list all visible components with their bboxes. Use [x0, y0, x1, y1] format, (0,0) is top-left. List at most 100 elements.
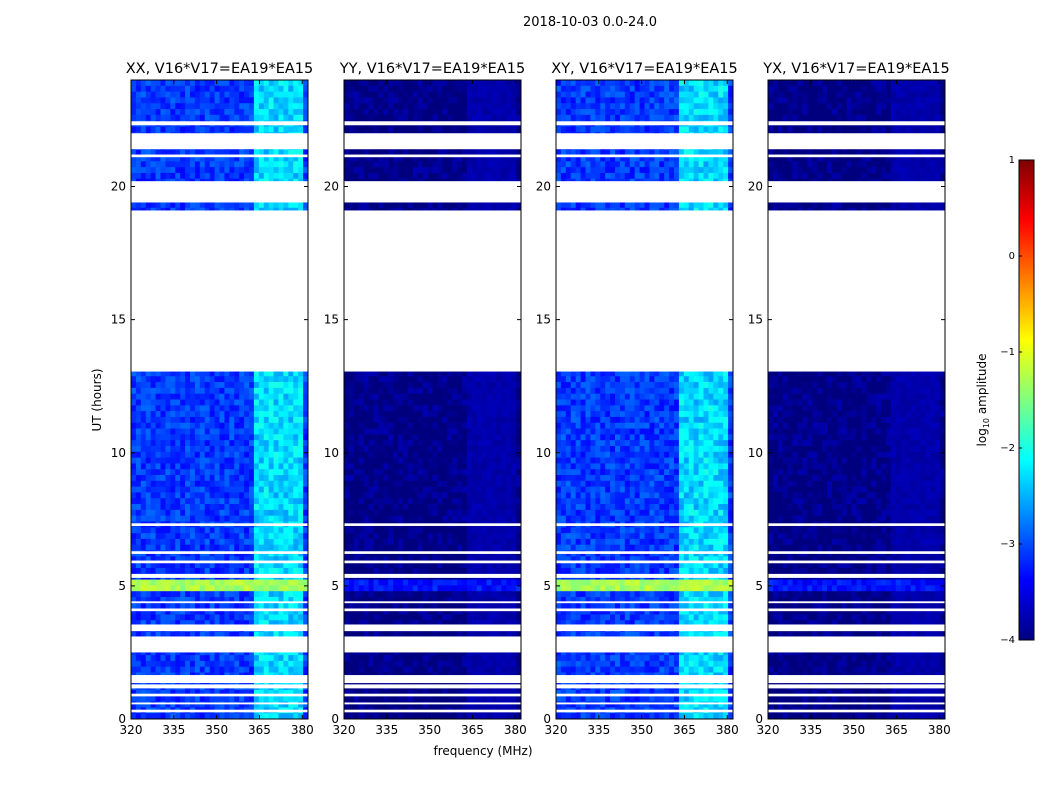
- heatmap-cell: [175, 538, 181, 546]
- heatmap-cell: [199, 475, 206, 482]
- heatmap-cell: [135, 515, 142, 522]
- heatmap-cell: [160, 701, 166, 708]
- heatmap-cell: [288, 498, 294, 505]
- heatmap-cell: [353, 201, 360, 209]
- heatmap-cell: [185, 428, 191, 435]
- heatmap-cell: [278, 492, 284, 499]
- heatmap-cell: [263, 486, 270, 493]
- heatmap-cell: [298, 591, 304, 598]
- heatmap-cell: [135, 504, 142, 511]
- heatmap-cell: [263, 689, 270, 697]
- heatmap-cell: [204, 544, 211, 551]
- heatmap-cell: [298, 445, 304, 453]
- heatmap-cell: [175, 498, 181, 505]
- heatmap-cell: [224, 416, 230, 424]
- heatmap-cell: [214, 161, 220, 168]
- heatmap-cell: [219, 480, 225, 488]
- heatmap-cell: [165, 567, 171, 575]
- figure-suptitle: 2018-10-03 0.0-24.0: [523, 15, 657, 30]
- heatmap-cell: [194, 509, 201, 517]
- heatmap-cell: [278, 608, 284, 615]
- heatmap-cell: [165, 475, 171, 482]
- heatmap-cell: [298, 428, 304, 435]
- heatmap-cell: [393, 161, 399, 168]
- heatmap-cell: [160, 567, 166, 575]
- heatmap-cell: [452, 91, 458, 98]
- heatmap-cell: [180, 597, 186, 604]
- heatmap-cell: [194, 713, 201, 720]
- heatmap-cell: [135, 480, 142, 488]
- heatmap-cell: [204, 457, 211, 464]
- heatmap-cell: [209, 591, 215, 598]
- heatmap-cell: [288, 201, 294, 209]
- heatmap-cell: [244, 620, 250, 627]
- heatmap-cell: [140, 486, 147, 493]
- heatmap-cell: [185, 701, 191, 708]
- heatmap-cell: [175, 666, 181, 673]
- heatmap-cell: [481, 97, 487, 104]
- heatmap-cell: [303, 631, 309, 639]
- heatmap-cell: [407, 91, 414, 98]
- heatmap-cell: [258, 631, 265, 639]
- heatmap-cell: [263, 103, 270, 110]
- heatmap-cell: [234, 155, 240, 162]
- heatmap-cell: [283, 376, 289, 383]
- heatmap-cell: [268, 201, 274, 209]
- heatmap-cell: [268, 451, 274, 458]
- heatmap-cell: [165, 614, 171, 621]
- heatmap-cell: [185, 585, 191, 592]
- heatmap-cell: [398, 109, 404, 116]
- heatmap-cell: [131, 405, 137, 412]
- heatmap-cell: [199, 556, 206, 563]
- heatmap-cell: [288, 591, 294, 598]
- heatmap-cell: [165, 655, 171, 662]
- heatmap-cell: [398, 80, 404, 87]
- heatmap-cell: [209, 585, 215, 592]
- heatmap-cell: [234, 585, 240, 592]
- no-data-band: [131, 675, 308, 684]
- heatmap-cell: [471, 85, 478, 93]
- heatmap-cell: [199, 655, 206, 662]
- heatmap-cell: [194, 405, 201, 412]
- heatmap-cell: [199, 149, 206, 156]
- heatmap-cell: [244, 422, 250, 429]
- heatmap-cell: [214, 114, 220, 122]
- heatmap-cell: [288, 504, 294, 511]
- heatmap-cell: [165, 463, 171, 470]
- heatmap-cell: [437, 80, 443, 87]
- heatmap-cell: [388, 97, 394, 104]
- heatmap-cell: [135, 631, 142, 639]
- heatmap-cell: [209, 480, 215, 488]
- heatmap-cell: [344, 149, 350, 156]
- heatmap-cell: [253, 544, 260, 551]
- heatmap-cell: [229, 567, 235, 575]
- heatmap-cell: [303, 556, 309, 563]
- heatmap-cell: [209, 445, 215, 453]
- heatmap-cell: [368, 97, 374, 104]
- heatmap-cell: [437, 103, 443, 110]
- heatmap-cell: [263, 399, 270, 406]
- heatmap-cell: [140, 422, 147, 429]
- heatmap-cell: [135, 689, 142, 697]
- heatmap-cell: [194, 91, 201, 98]
- heatmap-cell: [194, 480, 201, 488]
- heatmap-cell: [263, 492, 270, 499]
- heatmap-cell: [150, 469, 156, 476]
- heatmap-cell: [170, 614, 176, 621]
- heatmap-cell: [170, 126, 176, 133]
- heatmap-cell: [175, 393, 181, 400]
- heatmap-cell: [219, 376, 225, 383]
- heatmap-cell: [204, 509, 211, 517]
- heatmap-cell: [165, 579, 171, 586]
- heatmap-cell: [288, 103, 294, 110]
- heatmap-cell: [263, 376, 270, 383]
- heatmap-cell: [204, 655, 211, 662]
- heatmap-cell: [298, 393, 304, 400]
- heatmap-cell: [293, 695, 299, 702]
- heatmap-cell: [229, 434, 235, 441]
- heatmap-cell: [273, 387, 279, 395]
- heatmap-cell: [180, 457, 186, 464]
- heatmap-cell: [199, 492, 206, 499]
- heatmap-cell: [471, 91, 478, 98]
- heatmap-cell: [427, 109, 433, 116]
